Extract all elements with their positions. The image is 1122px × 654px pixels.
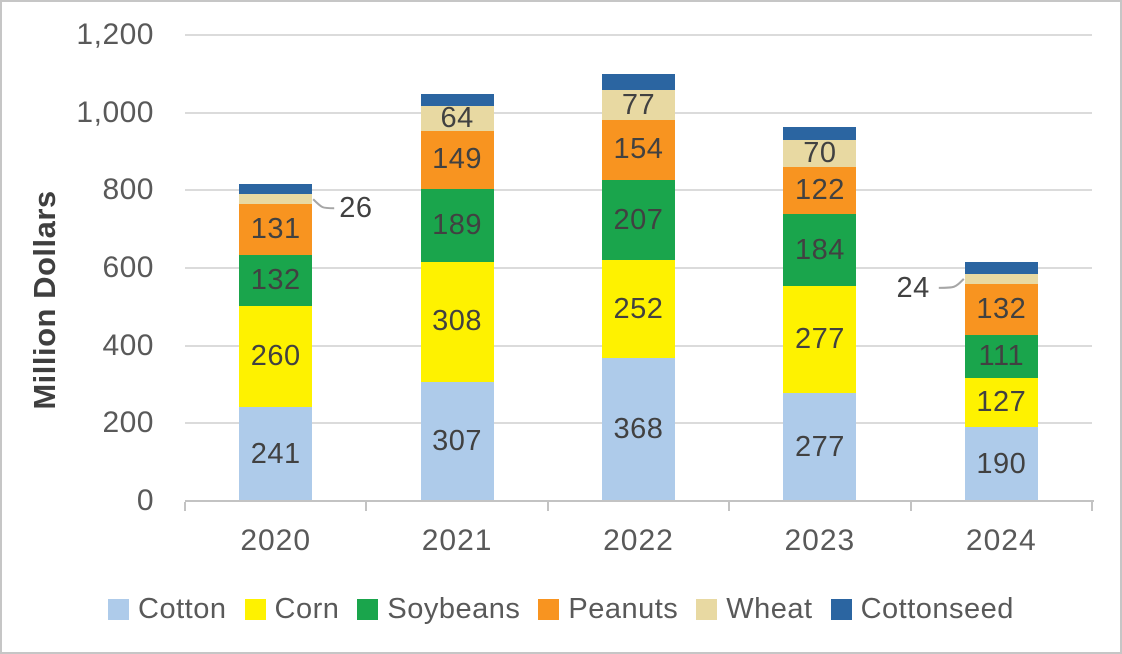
bar-2020-corn: 260 [239,306,313,408]
x-tick-label-2022: 2022 [603,524,674,557]
bar-2023-wheat: 70 [783,136,857,169]
bar-value-label: 184 [794,233,845,266]
y-tick-label: 0 [136,484,154,517]
bar-2022-cotton: 368 [602,358,675,501]
bar-2020-cottonseed [239,184,313,195]
bar-value-label: 241 [250,437,301,470]
y-tick-label: 1,000 [76,95,154,129]
bar-value-label: 260 [250,340,301,373]
legend-swatch-soybeans [357,598,379,620]
legend-swatch-cottonseed [830,598,852,620]
legend-label-cotton: Cotton [138,593,227,625]
x-tick-label-2024: 2024 [965,524,1037,557]
y-tick-label: 800 [102,173,154,207]
legend-label-soybeans: Soybeans [387,593,521,625]
bar-2024-cotton: 190 [964,427,1038,501]
bar-value-label: 277 [794,323,845,356]
x-tick-mark [365,502,368,511]
bar-value-label: 368 [613,413,664,446]
bar-2024-wheat [964,274,1038,284]
bar-value-label: 131 [250,213,301,246]
bar-2023-cottonseed [783,127,857,140]
bar-2021-soybeans: 189 [420,188,494,263]
bar-2022-cottonseed [602,73,675,91]
x-tick-mark [546,502,549,511]
x-tick-mark [909,502,912,511]
legend-item-cotton: Cotton [108,594,226,624]
legend-item-soybeans: Soybeans [357,594,520,624]
bar-2024-soybeans: 111 [964,334,1038,378]
legend-swatch-cotton [108,598,130,620]
bar-value-label: 307 [432,424,483,457]
bar-2023-peanuts: 122 [783,167,857,215]
bar-value-label: 207 [613,203,664,236]
x-axis-line [185,500,1094,502]
x-tick-label-2021: 2021 [421,524,493,557]
legend: Cotton Corn Soybeans Peanuts Wheat Cottonseed [2,594,1120,624]
annotation-label-26: 26 [339,192,373,225]
bar-2022-corn: 252 [602,260,675,359]
legend-label-peanuts: Peanuts [568,593,679,625]
bar-2020-wheat [239,194,313,205]
legend-item-wheat: Wheat [696,594,812,624]
y-tick-label: 600 [102,251,154,284]
legend-item-peanuts: Peanuts [538,594,678,624]
bar-value-label: 127 [976,386,1027,419]
bar-value-label: 190 [976,447,1027,480]
bar-value-label: 77 [621,88,656,121]
x-tick-mark [1091,502,1093,511]
legend-swatch-corn [244,598,266,620]
bar-2023-cotton: 277 [783,393,857,501]
bar-2021-cottonseed [420,94,494,107]
bar-2021-cotton: 307 [420,381,494,501]
bar-2024-peanuts: 132 [964,283,1038,335]
bar-value-label: 111 [978,339,1025,372]
leader-line [938,278,965,289]
legend-label-cottonseed: Cottonseed [860,593,1014,625]
bar-value-label: 308 [432,305,483,338]
gridline-1200 [185,34,1092,36]
annotation-label-24: 24 [896,271,930,304]
bar-value-label: 122 [794,174,845,207]
bar-2024-cottonseed [964,262,1038,275]
bar-value-label: 154 [613,133,664,166]
bar-value-label: 132 [250,264,301,297]
bar-2022-soybeans: 207 [602,179,675,261]
bar-value-label: 252 [613,292,664,325]
bar-value-label: 277 [794,430,845,463]
bar-2020-soybeans: 132 [239,255,313,307]
bar-2020-cotton: 241 [239,407,313,501]
bar-2021-corn: 308 [420,262,494,382]
legend-label-wheat: Wheat [726,593,813,625]
bar-2023-corn: 277 [783,285,857,394]
y-tick-label: 1,200 [76,18,154,51]
legend-item-cottonseed: Cottonseed [830,593,1014,625]
bar-2022-wheat: 77 [602,88,675,121]
x-tick-label-2023: 2023 [784,524,856,557]
x-tick-label-2020: 2020 [240,524,312,557]
legend-swatch-wheat [696,598,718,620]
bar-2022-peanuts: 154 [602,120,675,180]
legend-label-corn: Corn [274,593,340,625]
bar-value-label: 149 [432,143,483,176]
bar-2023-soybeans: 184 [783,214,857,286]
leader-line [312,198,335,210]
bar-2021-peanuts: 149 [420,130,494,189]
legend-swatch-peanuts [538,598,560,620]
bar-2020-peanuts: 131 [239,204,313,256]
x-tick-mark [728,502,731,511]
y-tick-label: 200 [102,406,154,440]
bar-2024-corn: 127 [964,377,1038,428]
bar-2021-wheat: 64 [420,101,494,134]
y-axis-title: Million Dollars [27,190,62,410]
bar-value-label: 70 [803,136,837,169]
bar-value-label: 132 [976,292,1027,325]
bar-value-label: 64 [440,101,474,134]
legend-item-corn: Corn [244,593,340,625]
x-tick-mark [184,502,186,511]
y-tick-label: 400 [102,328,154,362]
bar-value-label: 189 [432,208,483,241]
